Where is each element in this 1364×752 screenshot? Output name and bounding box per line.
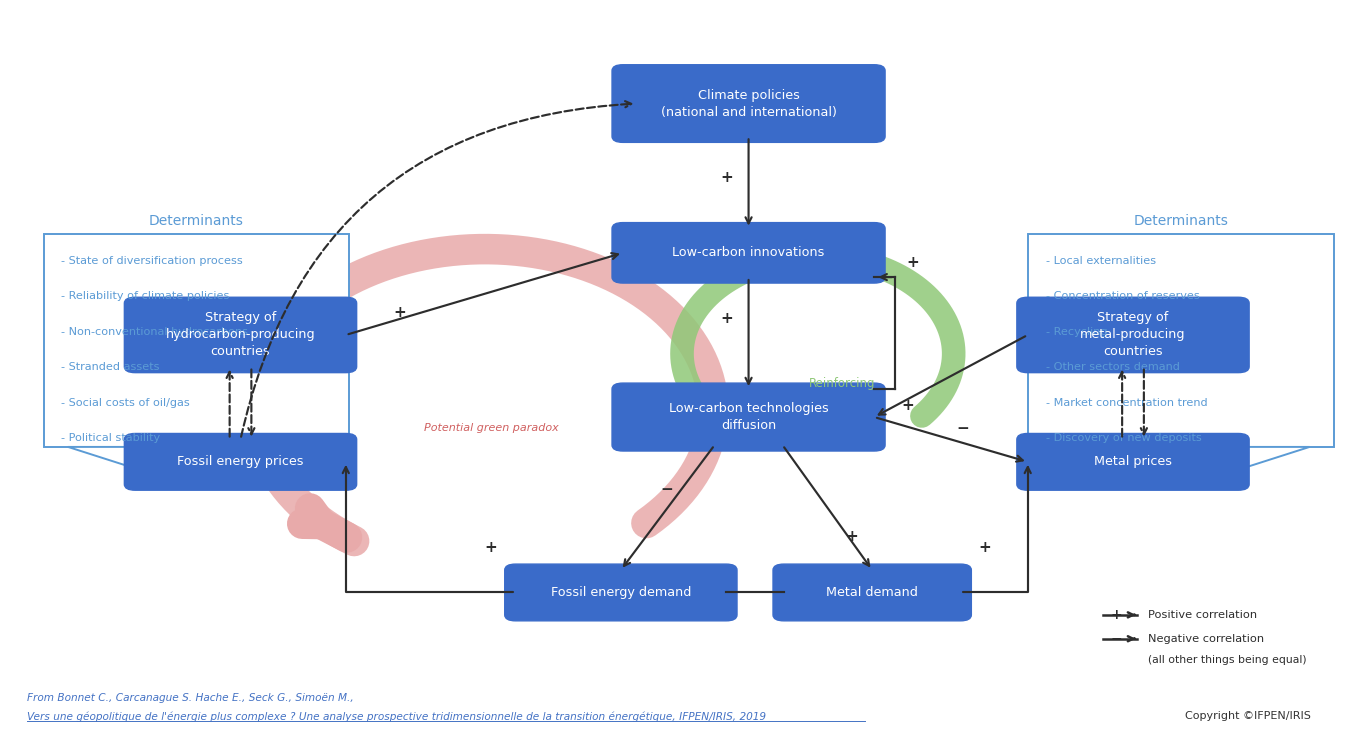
Text: From Bonnet C., Carcanague S. Hache E., Seck G., Simoën M.,: From Bonnet C., Carcanague S. Hache E., … [27,693,355,703]
Text: −: − [1110,632,1123,646]
Text: - Local externalities: - Local externalities [1046,256,1157,265]
Text: Metal prices: Metal prices [1094,456,1172,468]
Text: - State of diversification process: - State of diversification process [61,256,243,265]
Text: +: + [394,305,406,320]
Text: Positive correlation: Positive correlation [1148,610,1258,620]
Text: +: + [846,529,858,544]
Text: +: + [906,255,918,270]
Text: +: + [902,399,914,414]
Text: +: + [720,311,734,326]
Text: −: − [956,421,968,435]
Text: - Social costs of oil/gas: - Social costs of oil/gas [61,398,190,408]
FancyBboxPatch shape [124,433,356,490]
Text: Negative correlation: Negative correlation [1148,634,1264,644]
Text: Determinants: Determinants [1133,214,1229,228]
FancyBboxPatch shape [1016,433,1249,490]
FancyBboxPatch shape [612,383,885,451]
Text: Determinants: Determinants [149,214,244,228]
Text: - Political stability: - Political stability [61,433,161,443]
Text: Metal demand: Metal demand [827,586,918,599]
Text: +: + [484,540,498,555]
Text: - Market concentration trend: - Market concentration trend [1046,398,1207,408]
Text: - Non-conventional hydrocarbons: - Non-conventional hydrocarbons [61,326,248,337]
Text: Copyright ©IFPEN/IRIS: Copyright ©IFPEN/IRIS [1184,711,1311,721]
Text: +: + [978,540,992,555]
FancyBboxPatch shape [1016,297,1249,373]
FancyBboxPatch shape [773,564,971,621]
Text: - Concentration of reserves: - Concentration of reserves [1046,291,1200,302]
Text: - Reliability of climate policies: - Reliability of climate policies [61,291,229,302]
Text: Potential green paradox: Potential green paradox [424,423,559,433]
Text: Low-carbon technologies
diffusion: Low-carbon technologies diffusion [668,402,828,432]
Text: Climate policies
(national and international): Climate policies (national and internati… [660,89,836,119]
Text: (all other things being equal): (all other things being equal) [1148,655,1307,665]
Polygon shape [1053,447,1309,488]
Text: Fossil energy demand: Fossil energy demand [551,586,692,599]
Text: Reinforcing: Reinforcing [809,377,876,390]
FancyBboxPatch shape [612,65,885,142]
Polygon shape [68,447,325,488]
Text: - Discovery of new deposits: - Discovery of new deposits [1046,433,1202,443]
FancyBboxPatch shape [505,564,737,621]
Text: Low-carbon innovations: Low-carbon innovations [672,247,825,259]
Text: Vers une géopolitique de l'énergie plus complexe ? Une analyse prospective tridi: Vers une géopolitique de l'énergie plus … [27,711,767,722]
FancyBboxPatch shape [44,234,349,447]
Text: - Other sectors demand: - Other sectors demand [1046,362,1180,372]
Text: Fossil energy prices: Fossil energy prices [177,456,304,468]
Text: Strategy of
hydrocarbon-producing
countries: Strategy of hydrocarbon-producing countr… [165,311,315,359]
FancyBboxPatch shape [124,297,356,373]
FancyBboxPatch shape [1028,234,1334,447]
Text: +: + [720,170,734,185]
Text: −: − [660,482,674,497]
Text: - Stranded assets: - Stranded assets [61,362,160,372]
FancyBboxPatch shape [612,223,885,283]
Text: - Recycling: - Recycling [1046,326,1108,337]
Text: +: + [1110,608,1123,622]
Text: Strategy of
metal-producing
countries: Strategy of metal-producing countries [1080,311,1185,359]
